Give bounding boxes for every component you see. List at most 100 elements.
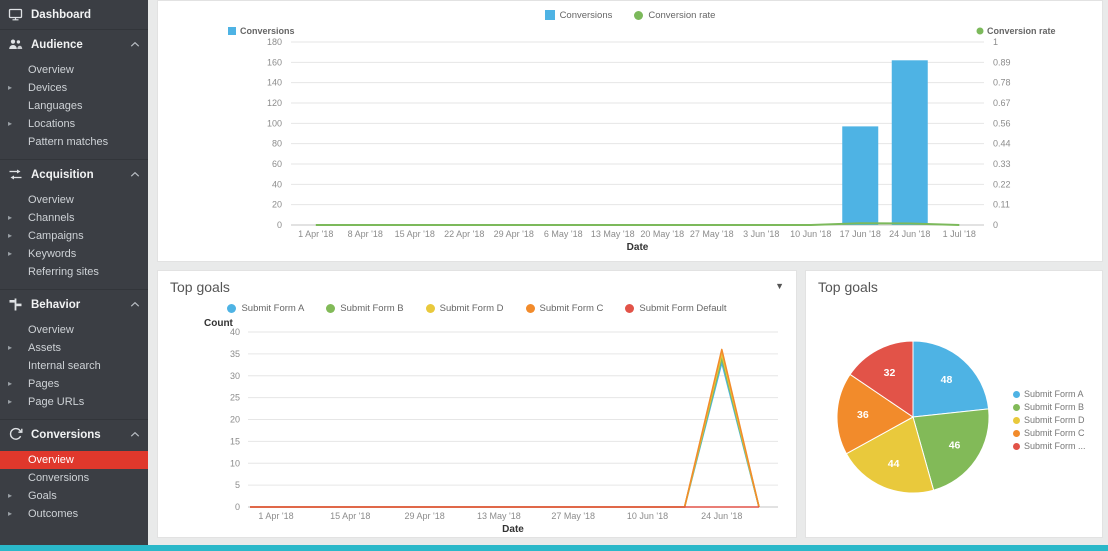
legend-marker [326, 303, 336, 313]
sidebar-item-channels[interactable]: ▸ Channels [0, 209, 148, 227]
svg-text:60: 60 [272, 159, 282, 169]
svg-text:35: 35 [230, 349, 240, 359]
panel-header: Top goals ▼ [170, 279, 784, 299]
acquisition-icon [8, 167, 23, 182]
svg-text:1 Apr '18: 1 Apr '18 [258, 511, 293, 521]
legend-item-conversions[interactable]: Conversions [544, 9, 613, 21]
svg-text:0: 0 [277, 220, 282, 230]
expand-arrow-icon: ▸ [8, 213, 13, 222]
sidebar-item-label: Pages [28, 378, 60, 390]
svg-text:0.44: 0.44 [993, 139, 1011, 149]
svg-text:24 Jun '18: 24 Jun '18 [889, 229, 930, 239]
sidebar-item-goals[interactable]: ▸ Goals [0, 487, 148, 505]
sidebar-item-page-urls[interactable]: ▸ Page URLs [0, 393, 148, 411]
legend-item-conversion-rate[interactable]: Conversion rate [634, 10, 715, 21]
expand-arrow-icon: ▸ [8, 119, 13, 128]
sidebar-item-internal-search[interactable]: Internal search [0, 357, 148, 375]
svg-text:44: 44 [888, 458, 900, 470]
sidebar-item-outcomes[interactable]: ▸ Outcomes [0, 505, 148, 523]
svg-text:0.89: 0.89 [993, 57, 1011, 67]
svg-text:46: 46 [949, 440, 961, 452]
sidebar-item-pages[interactable]: ▸ Pages [0, 375, 148, 393]
sidebar-item-label: Outcomes [28, 508, 79, 520]
sidebar-header-conversions[interactable]: Conversions [0, 419, 148, 449]
sidebar-item-referring-sites[interactable]: Referring sites [0, 263, 148, 281]
legend-item-submit-form-a[interactable]: Submit Form A [1013, 389, 1097, 399]
sidebar-item-label: Internal search [28, 360, 101, 372]
sidebar-header-behavior[interactable]: Behavior [0, 289, 148, 319]
sidebar-item-label: Overview [28, 324, 74, 336]
svg-text:29 Apr '18: 29 Apr '18 [404, 511, 444, 521]
sidebar-item-campaigns[interactable]: ▸ Campaigns [0, 227, 148, 245]
sidebar-item-label: Conversions [28, 472, 90, 484]
legend-label: Submit Form A [241, 302, 305, 314]
svg-text:15: 15 [230, 436, 240, 446]
sidebar-item-assets[interactable]: ▸ Assets [0, 339, 148, 357]
collapse-caret-icon[interactable]: ▼ [775, 281, 784, 291]
svg-text:Date: Date [627, 242, 649, 253]
audience-icon [8, 37, 23, 52]
top-goals-pie-legend: Submit Form A Submit Form B Submit Form D S… [1013, 389, 1097, 451]
sidebar-item-locations[interactable]: ▸ Locations [0, 115, 148, 133]
sidebar-item-label: Keywords [28, 248, 77, 260]
sidebar-item-pattern-matches[interactable]: Pattern matches [0, 133, 148, 151]
svg-text:30: 30 [230, 371, 240, 381]
sidebar-section-conversions: Conversions Overview Conversions ▸ Goals ▸ Out… [0, 419, 148, 531]
svg-text:40: 40 [272, 179, 282, 189]
svg-text:48: 48 [941, 374, 953, 386]
sidebar-item-devices[interactable]: ▸ Devices [0, 79, 148, 97]
sidebar-item-overview[interactable]: Overview [0, 451, 148, 469]
sidebar-item-overview[interactable]: Overview [0, 61, 148, 79]
sidebar-header-acquisition[interactable]: Acquisition [0, 159, 148, 189]
legend-item-submit-form-c[interactable]: Submit Form C [1013, 428, 1097, 438]
chevron-up-icon [130, 171, 140, 178]
sidebar-header-audience[interactable]: Audience [0, 29, 148, 59]
sidebar-header-label: Acquisition [31, 168, 94, 181]
legend-item-submit-form-d[interactable]: Submit Form D [425, 302, 504, 314]
expand-arrow-icon: ▸ [8, 491, 13, 500]
legend-label: Submit Form C [1024, 428, 1085, 438]
conversions-chart: 0 0 20 0.11 40 0.22 60 0.33 80 0.44 100 0.56 120 0.67… [228, 26, 1056, 253]
legend-label: Submit Form D [1024, 415, 1085, 425]
legend-label: Submit Form D [439, 302, 504, 314]
svg-text:0: 0 [993, 220, 998, 230]
svg-text:80: 80 [272, 139, 282, 149]
sidebar-item-label: Languages [28, 100, 83, 112]
sidebar-item-label: Overview [28, 194, 74, 206]
legend-item-submit-form-a[interactable]: Submit Form A [227, 303, 304, 314]
sidebar-item-label: Pattern matches [28, 136, 109, 148]
legend-item-submit-form-d[interactable]: Submit Form D [1013, 415, 1097, 425]
sidebar-item-keywords[interactable]: ▸ Keywords [0, 245, 148, 263]
sidebar-item-languages[interactable]: Languages [0, 97, 148, 115]
svg-text:0.56: 0.56 [993, 118, 1011, 128]
svg-text:1: 1 [993, 37, 998, 47]
svg-text:120: 120 [267, 98, 282, 108]
legend-marker [634, 10, 644, 20]
expand-arrow-icon: ▸ [8, 343, 13, 352]
legend-item-submit-form-b[interactable]: Submit Form B [1013, 402, 1097, 412]
sidebar-item-overview[interactable]: Overview [0, 191, 148, 209]
legend-item-submit-form-c[interactable]: Submit Form C [525, 303, 603, 314]
conversions-chart-panel: Conversions Conversion rate 0 0 20 0.11 40 0.2… [157, 0, 1103, 262]
svg-text:10 Jun '18: 10 Jun '18 [790, 229, 831, 239]
svg-text:40: 40 [230, 327, 240, 337]
sidebar-header-dashboard[interactable]: Dashboard [0, 0, 148, 29]
chevron-up-icon [130, 431, 140, 438]
legend-item-submit-form-default[interactable]: Submit Form Default [625, 303, 727, 314]
legend-label: Conversions [559, 9, 613, 21]
svg-text:15 Apr '18: 15 Apr '18 [330, 511, 370, 521]
legend-label: Submit Form A [1024, 389, 1084, 399]
top-goals-pie-chart: 48 46 44 36 32 [836, 340, 990, 494]
legend-label: Submit Form ... [1024, 441, 1086, 451]
svg-text:5: 5 [235, 480, 240, 490]
svg-text:0.11: 0.11 [993, 200, 1010, 210]
sidebar-item-conversions[interactable]: Conversions [0, 469, 148, 487]
legend-item-submit-form-default[interactable]: Submit Form ... [1013, 441, 1097, 451]
legend-item-submit-form-b[interactable]: Submit Form B [326, 303, 404, 314]
sidebar-item-overview[interactable]: Overview [0, 321, 148, 339]
sidebar-item-label: Overview [28, 64, 74, 76]
svg-text:20 May '18: 20 May '18 [640, 229, 684, 239]
svg-text:20: 20 [272, 200, 282, 210]
expand-arrow-icon: ▸ [8, 379, 13, 388]
